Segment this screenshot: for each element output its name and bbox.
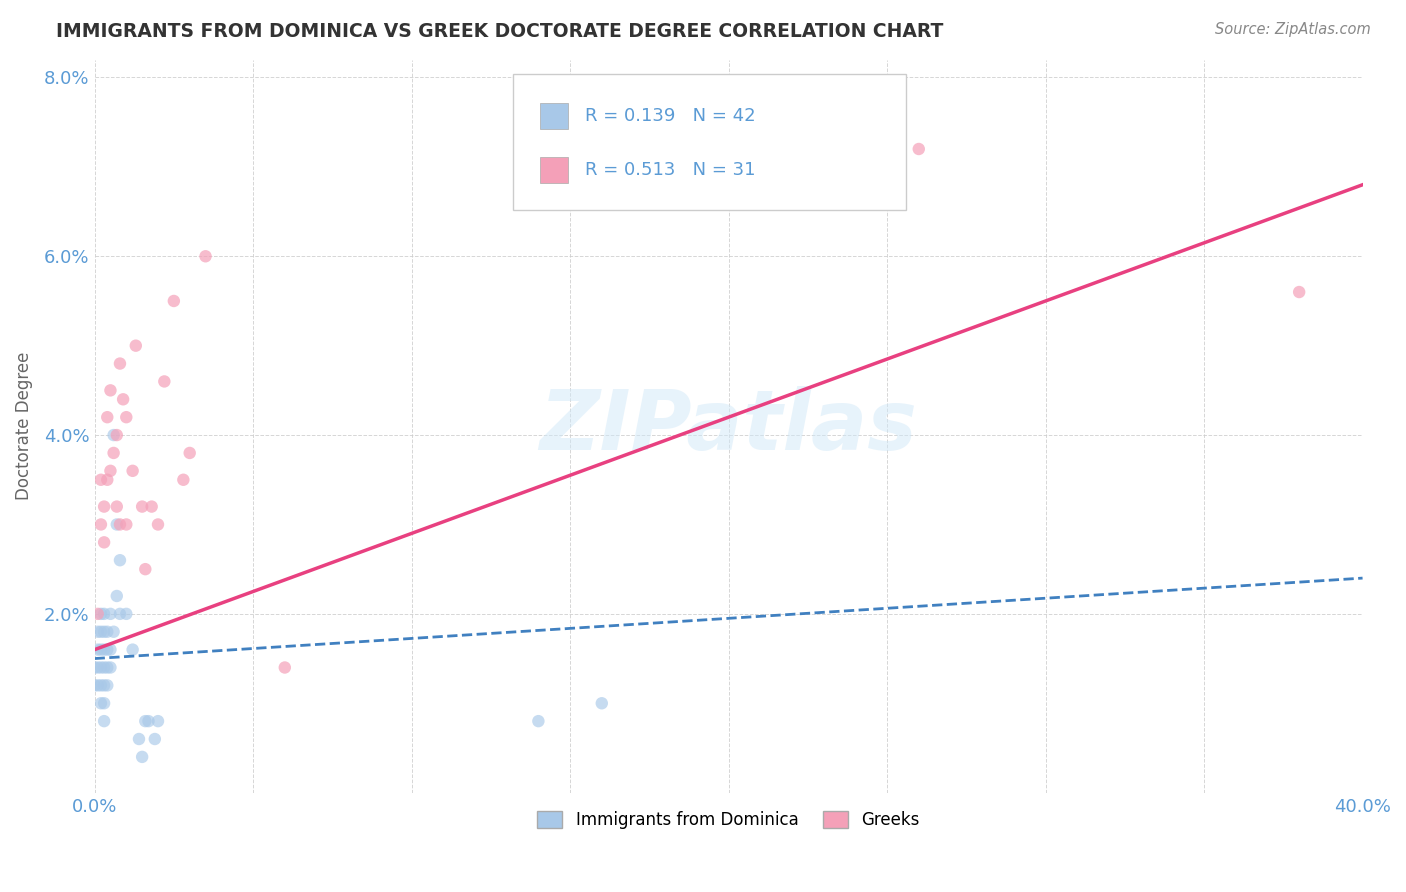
Point xyxy=(90,660,112,674)
Point xyxy=(87,607,110,621)
Point xyxy=(105,589,128,603)
Point xyxy=(134,562,156,576)
Point xyxy=(90,624,112,639)
Point xyxy=(100,384,122,398)
Point xyxy=(93,642,115,657)
Point xyxy=(100,464,122,478)
Point xyxy=(194,249,217,263)
Point xyxy=(138,714,160,728)
Point xyxy=(105,428,128,442)
Text: R = 0.139   N = 42: R = 0.139 N = 42 xyxy=(585,107,756,126)
Point xyxy=(90,678,112,692)
Point xyxy=(87,624,110,639)
Point xyxy=(96,678,118,692)
Point xyxy=(87,678,110,692)
Point xyxy=(1288,285,1310,299)
Point xyxy=(93,500,115,514)
Point xyxy=(115,607,138,621)
Text: Source: ZipAtlas.com: Source: ZipAtlas.com xyxy=(1215,22,1371,37)
Point xyxy=(83,660,105,674)
Legend: Immigrants from Dominica, Greeks: Immigrants from Dominica, Greeks xyxy=(530,804,927,836)
Point xyxy=(103,428,125,442)
Text: R = 0.513   N = 31: R = 0.513 N = 31 xyxy=(585,161,756,179)
Point xyxy=(90,607,112,621)
Point xyxy=(108,517,131,532)
Point xyxy=(93,607,115,621)
Point xyxy=(93,678,115,692)
Point xyxy=(96,624,118,639)
Point xyxy=(146,517,169,532)
Point xyxy=(179,446,201,460)
Point xyxy=(146,714,169,728)
FancyBboxPatch shape xyxy=(540,103,568,129)
Point xyxy=(105,517,128,532)
FancyBboxPatch shape xyxy=(540,157,568,183)
Point xyxy=(121,642,143,657)
Point xyxy=(128,731,150,746)
Point xyxy=(96,660,118,674)
Point xyxy=(87,642,110,657)
Point xyxy=(105,500,128,514)
Point xyxy=(103,446,125,460)
Point xyxy=(103,624,125,639)
Point xyxy=(153,375,176,389)
Point xyxy=(93,535,115,549)
Point xyxy=(143,731,166,746)
Point xyxy=(141,500,163,514)
Text: ZIPatlas: ZIPatlas xyxy=(540,385,918,467)
Point xyxy=(87,660,110,674)
Point xyxy=(112,392,135,407)
Point xyxy=(134,714,156,728)
Point xyxy=(93,714,115,728)
Y-axis label: Doctorate Degree: Doctorate Degree xyxy=(15,352,32,500)
Point xyxy=(93,624,115,639)
Point xyxy=(108,607,131,621)
Point xyxy=(274,660,297,674)
Point xyxy=(108,553,131,567)
Point xyxy=(93,696,115,710)
Point xyxy=(90,642,112,657)
Point xyxy=(591,696,613,710)
Point xyxy=(96,473,118,487)
Point xyxy=(83,678,105,692)
Point xyxy=(100,607,122,621)
Point xyxy=(100,660,122,674)
Point xyxy=(93,660,115,674)
Point xyxy=(90,517,112,532)
Point xyxy=(96,410,118,425)
Point xyxy=(108,357,131,371)
Point xyxy=(90,696,112,710)
Point xyxy=(163,293,186,308)
Point xyxy=(96,642,118,657)
Point xyxy=(527,714,550,728)
Point xyxy=(172,473,194,487)
Text: IMMIGRANTS FROM DOMINICA VS GREEK DOCTORATE DEGREE CORRELATION CHART: IMMIGRANTS FROM DOMINICA VS GREEK DOCTOR… xyxy=(56,22,943,41)
Point xyxy=(125,339,148,353)
Point xyxy=(100,642,122,657)
FancyBboxPatch shape xyxy=(513,74,905,210)
Point xyxy=(115,517,138,532)
Point xyxy=(90,473,112,487)
Point xyxy=(131,750,153,764)
Point xyxy=(907,142,929,156)
Point xyxy=(121,464,143,478)
Point xyxy=(115,410,138,425)
Point xyxy=(131,500,153,514)
